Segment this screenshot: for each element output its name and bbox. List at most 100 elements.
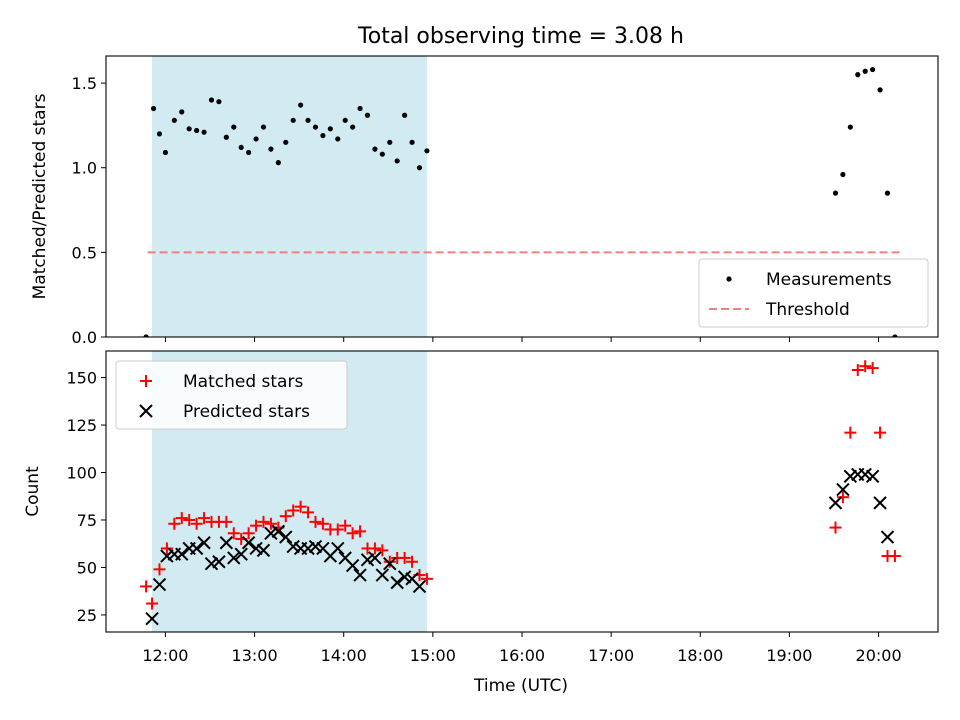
- data-points: [143, 66, 898, 337]
- marker-stroke: [331, 541, 345, 556]
- x-tick-label: 17:00: [588, 646, 634, 665]
- matched-stars-point: [406, 555, 419, 568]
- matched-stars-point: [339, 519, 352, 532]
- marker-stroke: [390, 575, 404, 590]
- measurements-point: [855, 72, 861, 78]
- marker-stroke: [256, 543, 271, 558]
- marker-stroke: [880, 530, 895, 544]
- marker-stroke: [197, 536, 211, 550]
- measurements-point: [409, 139, 415, 145]
- y-tick-label: 1.5: [72, 74, 97, 93]
- measurements-point: [238, 144, 244, 151]
- measurements-point: [832, 190, 839, 196]
- y-axis-label: Count: [23, 466, 43, 517]
- legend-matched-stars-swatch: [140, 375, 152, 387]
- matched-stars-point: [175, 512, 188, 525]
- predicted-stars-point: [227, 551, 241, 565]
- legend-label: Matched stars: [183, 372, 303, 392]
- x-tick-label: 12:00: [142, 646, 188, 665]
- predicted-stars-point: [345, 558, 360, 573]
- y-tick-label: 0.5: [72, 243, 97, 262]
- x-tick-label: 16:00: [499, 646, 545, 665]
- matched-stars-point: [160, 542, 173, 555]
- marker-stroke: [286, 539, 300, 554]
- marker-stroke: [189, 541, 204, 556]
- predicted-stars-point: [353, 568, 367, 582]
- y-tick-label: 150: [66, 369, 97, 388]
- matched-stars-point: [844, 426, 857, 439]
- measurements-point: [171, 117, 177, 123]
- marker-stroke: [353, 568, 367, 582]
- measurements-point: [290, 117, 296, 123]
- predicted-stars-point: [212, 555, 226, 569]
- predicted-stars-point: [880, 530, 895, 544]
- marker-stroke: [308, 539, 323, 554]
- matched-stars-point: [220, 515, 233, 528]
- measurements-point: [208, 97, 215, 103]
- marker-stroke: [212, 555, 226, 569]
- marker-stroke: [405, 572, 419, 586]
- matched-stars-point: [316, 517, 329, 530]
- marker-stroke: [412, 579, 427, 594]
- legend-frame: [115, 360, 348, 430]
- measurements-point: [260, 124, 267, 130]
- legend-label: Threshold: [765, 300, 850, 320]
- legend: Measurements Threshold: [698, 258, 929, 328]
- marker-stroke: [383, 556, 397, 571]
- predicted-stars-point: [197, 536, 211, 550]
- measurements-point: [327, 126, 333, 132]
- matched-stars-point: [153, 563, 166, 576]
- x-tick-label: 18:00: [677, 646, 723, 665]
- measurements-point: [884, 190, 891, 196]
- measurements-point: [223, 134, 229, 140]
- matched-stars-point: [294, 500, 307, 513]
- observing-window-shade: [152, 56, 427, 337]
- predicted-stars-point: [152, 577, 167, 592]
- x-tick-label: 20:00: [856, 646, 902, 665]
- y-tick-label: 75: [77, 511, 97, 530]
- predicted-stars-point: [331, 541, 345, 556]
- measurements-point: [194, 127, 200, 134]
- legend-label: Measurements: [766, 270, 892, 290]
- predicted-stars-point: [865, 469, 880, 484]
- measurements-point: [892, 334, 898, 337]
- marker-stroke: [828, 496, 843, 510]
- matched-stars-point: [183, 513, 196, 526]
- matched-stars-point: [836, 491, 849, 504]
- predicted-stars-point: [279, 530, 293, 544]
- predicted-stars-point: [828, 496, 843, 510]
- measurements-point: [350, 124, 356, 130]
- predicted-stars-point: [234, 547, 248, 561]
- measurements-point: [342, 117, 348, 123]
- measurements-point: [320, 132, 326, 139]
- legend-frame: [698, 258, 929, 328]
- marker-stroke: [175, 547, 189, 561]
- matched-stars-point: [331, 523, 344, 536]
- matched-stars-point: [383, 555, 396, 568]
- matched-stars-point: [874, 426, 887, 439]
- matched-stars-point: [888, 550, 901, 563]
- marker-stroke: [234, 547, 248, 561]
- measurements-point: [275, 160, 281, 166]
- matched-stars-point: [420, 572, 433, 585]
- legend-predicted-stars-swatch: [139, 404, 153, 418]
- marker-stroke: [279, 530, 293, 544]
- y-tick-label: 1.0: [72, 159, 97, 178]
- measurements-point: [357, 105, 363, 112]
- measurements-point: [143, 334, 149, 337]
- predicted-stars-point: [412, 579, 427, 594]
- measurements-point: [870, 66, 876, 73]
- matched-stars-point: [287, 504, 300, 517]
- matched-stars-point: [140, 580, 153, 593]
- matched-stars-point: [302, 506, 315, 519]
- predicted-stars-point: [145, 612, 159, 626]
- measurements-point: [877, 87, 883, 93]
- y-tick-label: 25: [77, 606, 97, 625]
- predicted-stars-point: [271, 524, 286, 539]
- predicted-stars-point: [256, 543, 271, 558]
- predicted-stars-point: [189, 541, 204, 556]
- marker-stroke: [865, 469, 880, 484]
- measurements-point: [335, 136, 341, 142]
- matched-stars-point: [168, 517, 181, 530]
